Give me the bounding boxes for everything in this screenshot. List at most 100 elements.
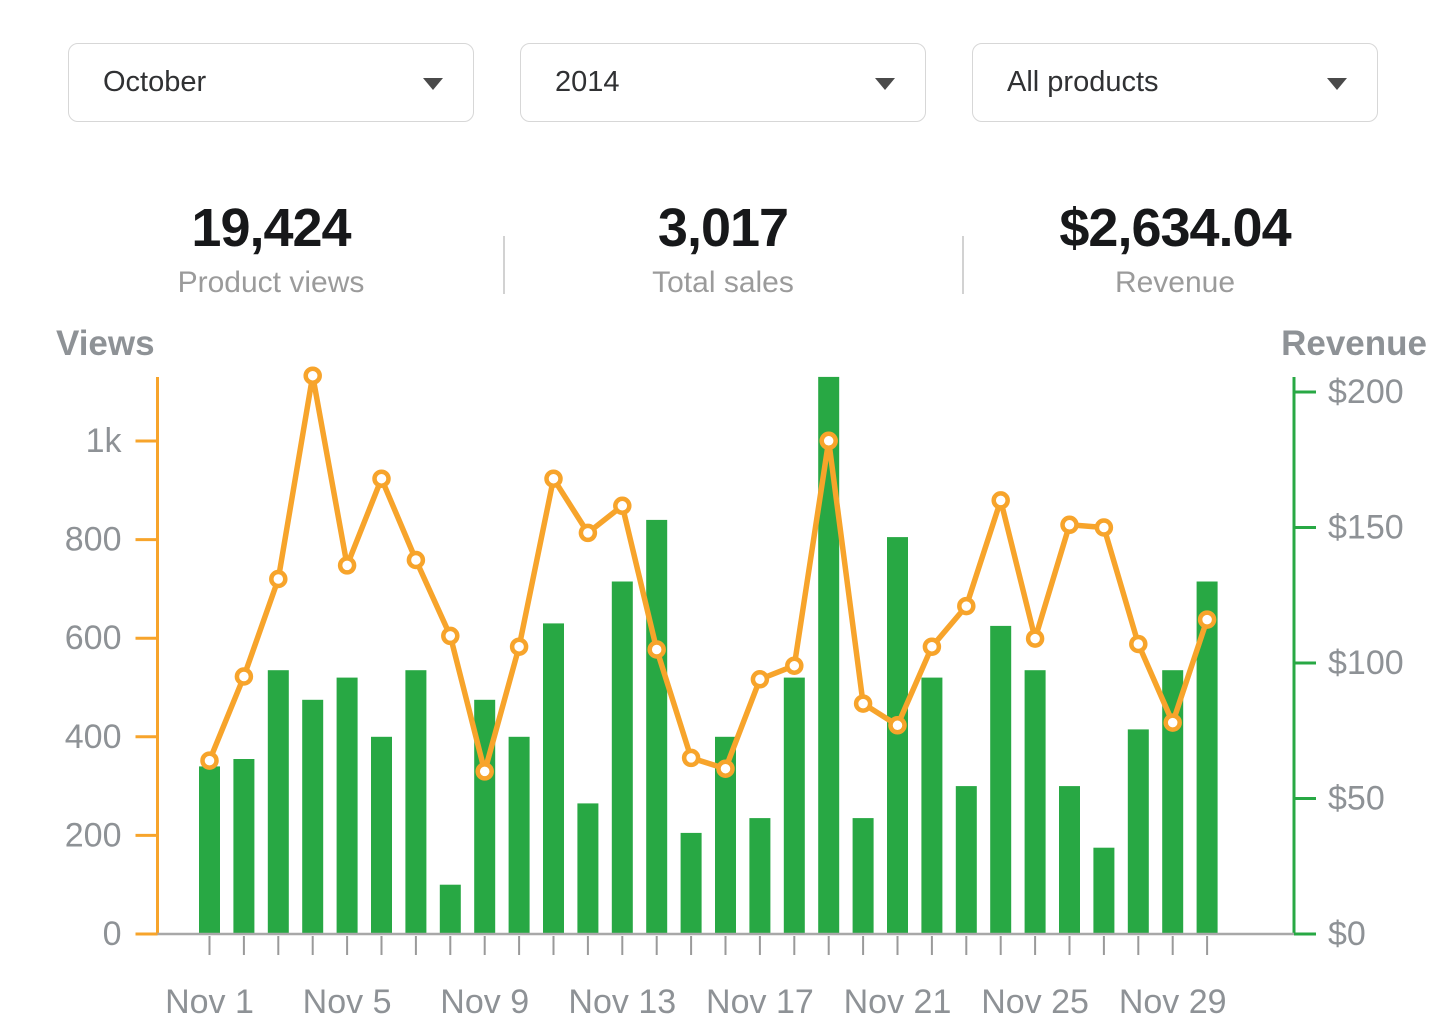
left-axis-tick-label: 600 (65, 619, 122, 657)
product-dropdown-value: All products (1007, 66, 1159, 98)
caret-down-icon (875, 77, 895, 90)
revenue-point[interactable] (234, 667, 254, 686)
x-axis-label: Nov 13 (568, 983, 676, 1021)
views-bar[interactable] (199, 766, 220, 934)
right-axis-tick-label: $50 (1328, 780, 1385, 818)
x-axis-label: Nov 5 (303, 983, 392, 1021)
stat-product-views-value: 19,424 (191, 198, 351, 258)
right-axis-tick-label: $0 (1328, 915, 1366, 953)
views-bar[interactable] (818, 376, 840, 934)
revenue-point[interactable] (853, 694, 873, 713)
revenue-line (206, 372, 1210, 775)
views-bar[interactable] (233, 759, 255, 934)
views-bar[interactable] (955, 786, 977, 934)
views-bar[interactable] (543, 623, 564, 934)
revenue-point[interactable] (200, 751, 219, 770)
revenue-point[interactable] (269, 569, 288, 589)
revenue-point[interactable] (922, 637, 942, 656)
x-axis-label: Nov 29 (1119, 983, 1227, 1021)
views-bar[interactable] (783, 677, 805, 934)
revenue-point[interactable] (647, 640, 666, 659)
right-axis-tick-label: $150 (1328, 509, 1404, 547)
month-dropdown-value: October (103, 66, 207, 98)
revenue-point[interactable] (303, 366, 322, 385)
views-bar[interactable] (611, 581, 633, 935)
views-bar[interactable] (577, 803, 599, 934)
views-bar[interactable] (715, 736, 736, 934)
views-bar[interactable] (1024, 670, 1046, 934)
views-bar[interactable] (921, 677, 943, 934)
revenue-point[interactable] (716, 759, 735, 778)
views-bar[interactable] (852, 818, 874, 934)
x-axis-label: Nov 1 (165, 983, 254, 1021)
left-axis-tick-label: 0 (103, 915, 122, 953)
revenue-point[interactable] (1025, 629, 1045, 648)
views-bar[interactable] (508, 736, 530, 934)
caret-down-icon (1327, 77, 1347, 90)
views-bar[interactable] (405, 670, 427, 934)
revenue-point[interactable] (613, 496, 632, 516)
stat-total-sales-label: Total sales (652, 266, 794, 299)
revenue-point[interactable] (475, 762, 494, 781)
stat-revenue-label: Revenue (1114, 266, 1236, 299)
right-axis-title: Revenue (1281, 324, 1427, 363)
revenue-point[interactable] (1060, 515, 1079, 535)
stat-revenue: $2,634.04 Revenue (972, 200, 1378, 300)
x-axis: Nov 1 Nov 5 Nov 9 Nov 13 Nov 17 Nov 21 Nov 25 N… (157, 932, 1294, 1021)
views-bar[interactable] (302, 699, 324, 934)
stat-divider (962, 236, 964, 294)
views-bar[interactable] (680, 832, 702, 934)
views-bar[interactable] (336, 677, 358, 934)
right-axis-tick-label: $200 (1328, 373, 1404, 411)
views-bars[interactable] (199, 376, 1218, 935)
views-bar[interactable] (1196, 581, 1218, 935)
revenue-point[interactable] (819, 431, 838, 451)
views-bar[interactable] (1127, 729, 1149, 934)
left-axis-tick-label: 400 (65, 718, 122, 756)
revenue-point[interactable] (1197, 610, 1217, 629)
revenue-point[interactable] (681, 748, 701, 768)
revenue-line-series[interactable] (200, 366, 1217, 781)
revenue-point[interactable] (578, 523, 598, 543)
views-bar[interactable] (749, 818, 771, 934)
x-axis-label: Nov 21 (844, 983, 952, 1021)
views-bar[interactable] (1059, 786, 1080, 934)
month-dropdown[interactable]: October (68, 43, 474, 122)
revenue-point[interactable] (441, 626, 460, 646)
views-bar[interactable] (439, 884, 461, 934)
stat-divider (503, 236, 505, 294)
year-dropdown[interactable]: 2014 (520, 43, 926, 122)
left-axis-tick-label: 1k (86, 422, 123, 460)
views-bar[interactable] (1162, 670, 1184, 934)
revenue-point[interactable] (957, 596, 976, 616)
revenue-point[interactable] (888, 716, 907, 735)
views-bar[interactable] (267, 670, 289, 934)
views-bar[interactable] (887, 537, 908, 934)
revenue-point[interactable] (372, 469, 391, 488)
left-axis-tick-label: 200 (65, 816, 122, 854)
revenue-point[interactable] (406, 550, 426, 570)
stat-product-views: 19,424 Product views (68, 200, 474, 300)
product-dropdown[interactable]: All products (972, 43, 1378, 122)
year-dropdown-value: 2014 (555, 66, 620, 98)
views-bar[interactable] (371, 736, 392, 934)
left-axis-title: Views (56, 324, 155, 363)
stat-total-sales: 3,017 Total sales (520, 200, 926, 300)
revenue-point[interactable] (337, 556, 357, 575)
revenue-point[interactable] (785, 656, 804, 675)
views-bar[interactable] (990, 625, 1012, 934)
revenue-point[interactable] (544, 469, 563, 488)
revenue-point[interactable] (509, 637, 529, 656)
views-bar[interactable] (646, 519, 668, 934)
stat-product-views-label: Product views (177, 266, 365, 299)
revenue-point[interactable] (1129, 634, 1148, 654)
revenue-point[interactable] (1094, 518, 1114, 537)
stat-total-sales-value: 3,017 (657, 198, 789, 258)
revenue-point[interactable] (750, 670, 770, 689)
left-axis-tick-label: 800 (65, 521, 122, 559)
x-axis-label: Nov 9 (440, 983, 529, 1021)
revenue-point[interactable] (1163, 713, 1182, 732)
revenue-point[interactable] (991, 491, 1010, 510)
views-bar[interactable] (1093, 847, 1115, 934)
